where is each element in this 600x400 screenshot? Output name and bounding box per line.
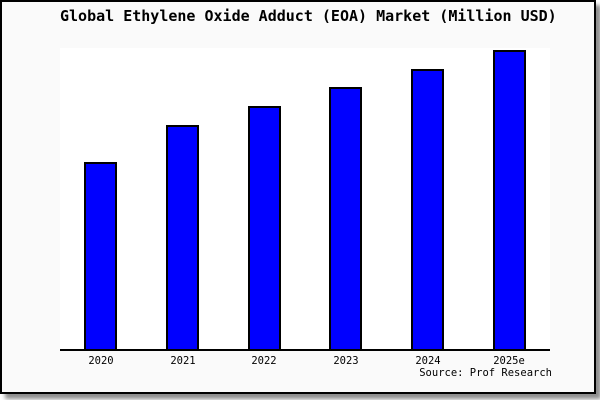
bar-2025e xyxy=(493,50,526,349)
bar-2023 xyxy=(329,87,362,349)
bar-2024 xyxy=(411,69,444,349)
x-tick-label-2021: 2021 xyxy=(170,355,196,367)
x-tick-label-2025e: 2025e xyxy=(493,355,525,367)
x-tick-label-2023: 2023 xyxy=(333,355,359,367)
x-tick-label-2022: 2022 xyxy=(251,355,277,367)
x-tick-label-2024: 2024 xyxy=(415,355,441,367)
x-axis-labels: 2020 2021 2022 2023 2024 2025e xyxy=(60,355,550,369)
bar-2022 xyxy=(248,106,281,349)
bar-2021 xyxy=(166,125,199,349)
source-note: Source: Prof Research xyxy=(419,367,552,379)
bar-2020 xyxy=(84,162,117,349)
chart-figure: Global Ethylene Oxide Adduct (EOA) Marke… xyxy=(0,0,596,394)
chart-title: Global Ethylene Oxide Adduct (EOA) Marke… xyxy=(60,7,557,25)
plot-area xyxy=(60,48,550,351)
x-tick-label-2020: 2020 xyxy=(88,355,114,367)
